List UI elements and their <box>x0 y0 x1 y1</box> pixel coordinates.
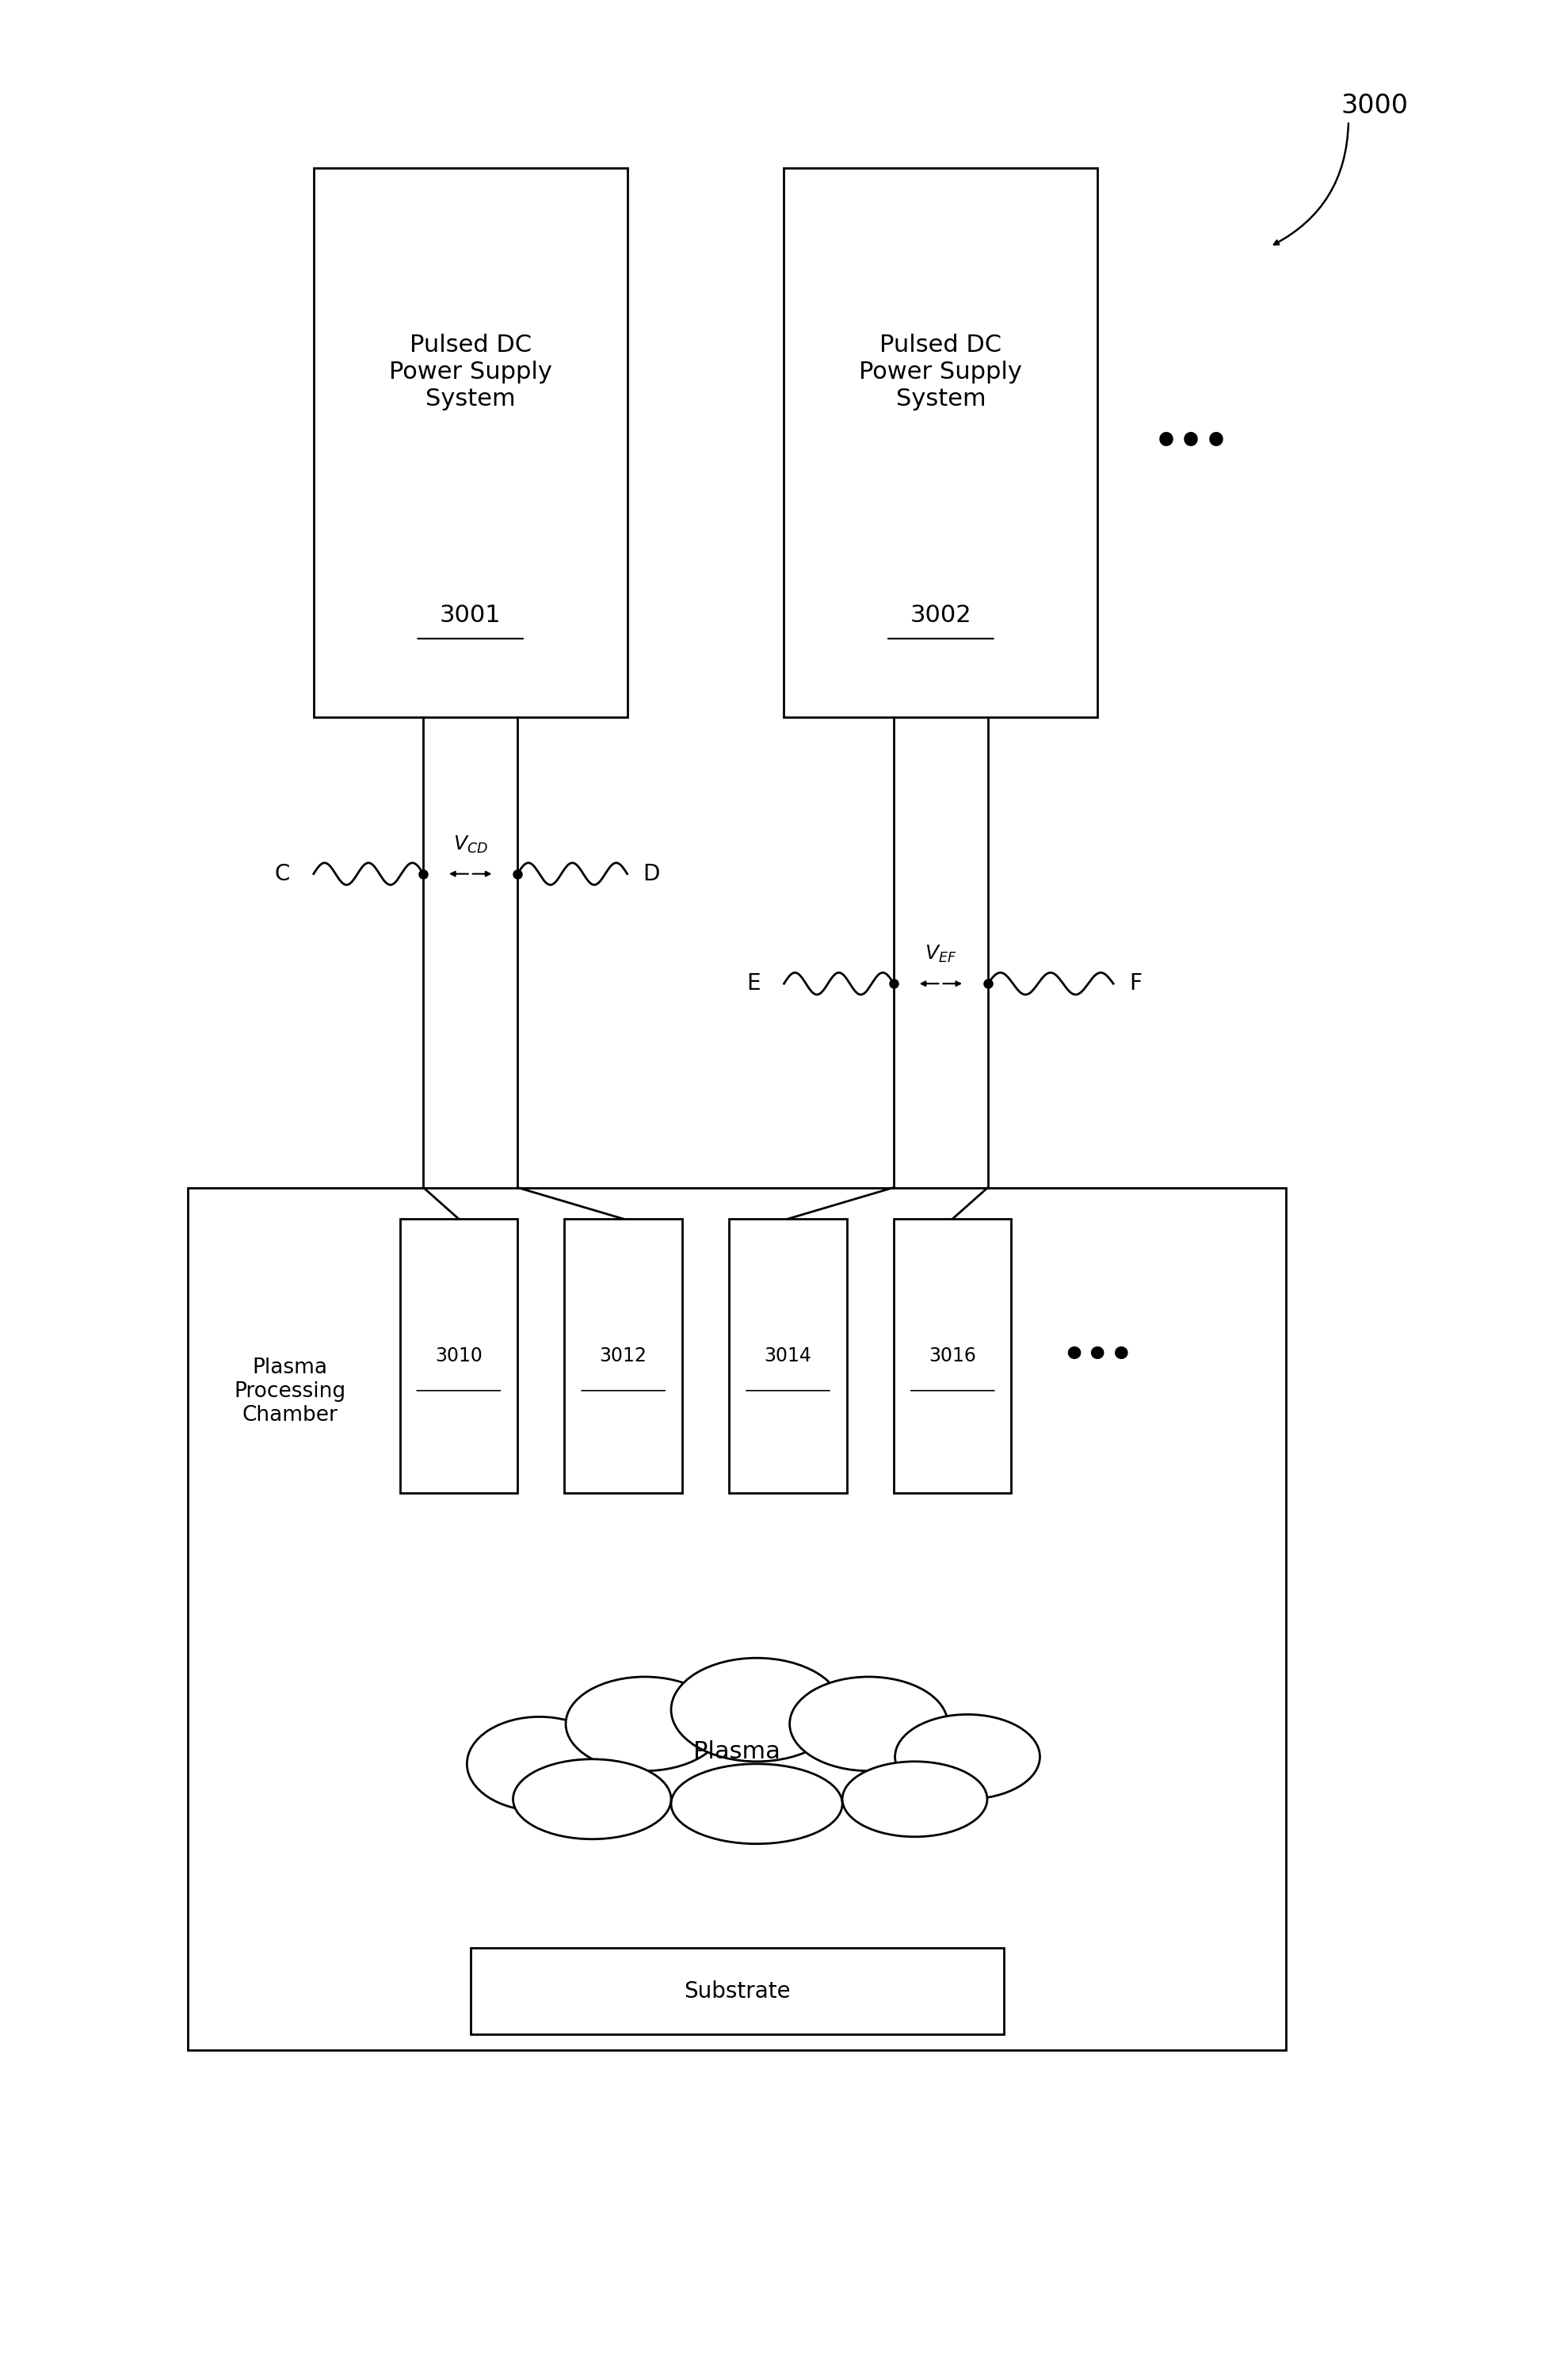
Text: Plasma: Plasma <box>693 1741 781 1765</box>
Text: C: C <box>274 862 290 886</box>
FancyBboxPatch shape <box>729 1218 847 1494</box>
FancyBboxPatch shape <box>400 1218 517 1494</box>
Ellipse shape <box>842 1762 988 1836</box>
Ellipse shape <box>671 1765 842 1843</box>
Ellipse shape <box>566 1677 724 1772</box>
Ellipse shape <box>671 1658 842 1762</box>
Text: D: D <box>643 862 660 886</box>
Text: •••: ••• <box>1062 1337 1134 1373</box>
Text: $\mathit{V}_{EF}$: $\mathit{V}_{EF}$ <box>925 943 956 964</box>
Text: •••: ••• <box>1154 423 1229 461</box>
Text: 3002: 3002 <box>909 603 972 627</box>
FancyBboxPatch shape <box>564 1218 682 1494</box>
FancyBboxPatch shape <box>314 169 627 717</box>
Ellipse shape <box>513 1760 671 1838</box>
Text: Pulsed DC
Power Supply
System: Pulsed DC Power Supply System <box>389 335 552 411</box>
Text: $\mathit{V}_{CD}$: $\mathit{V}_{CD}$ <box>453 834 488 855</box>
Text: Plasma
Processing
Chamber: Plasma Processing Chamber <box>234 1356 347 1425</box>
FancyBboxPatch shape <box>784 169 1098 717</box>
Ellipse shape <box>895 1715 1040 1800</box>
FancyBboxPatch shape <box>188 1188 1286 2050</box>
Text: Substrate: Substrate <box>684 1981 790 2002</box>
Text: F: F <box>1129 971 1142 995</box>
Text: 3012: 3012 <box>599 1347 648 1366</box>
Ellipse shape <box>467 1717 612 1810</box>
Text: 3010: 3010 <box>434 1347 483 1366</box>
Text: 3000: 3000 <box>1341 93 1408 119</box>
FancyBboxPatch shape <box>470 1948 1004 2035</box>
FancyBboxPatch shape <box>894 1218 1011 1494</box>
Text: 3016: 3016 <box>928 1347 977 1366</box>
Ellipse shape <box>790 1677 947 1772</box>
Text: Pulsed DC
Power Supply
System: Pulsed DC Power Supply System <box>859 335 1022 411</box>
Text: 3014: 3014 <box>764 1347 812 1366</box>
Text: E: E <box>746 971 760 995</box>
Text: 3001: 3001 <box>439 603 502 627</box>
